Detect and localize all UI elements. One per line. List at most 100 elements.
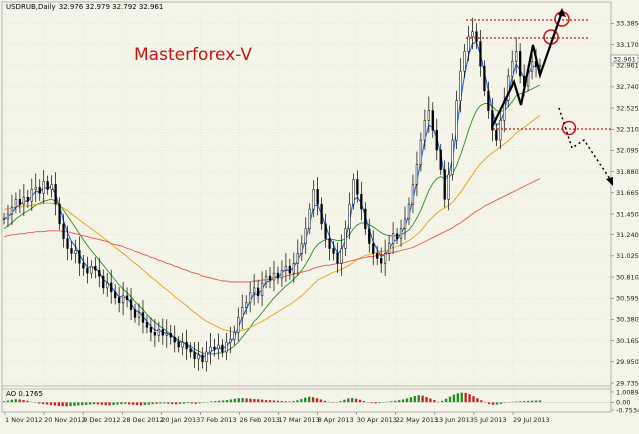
current-price-box [610,54,639,64]
watermark-text: Masterforex-V [134,45,252,65]
candle-body [161,329,164,336]
ao-bar [304,397,307,403]
candle-body [380,258,383,264]
candle-body [475,31,478,42]
candle-body [106,282,109,289]
ao-bar [409,397,413,403]
candle-body [82,263,85,269]
ao-bar [104,402,107,406]
ao-histogram [2,392,611,407]
x-tick-label: 7 Feb 2013 [200,416,236,424]
ao-bar [174,402,178,405]
ao-bar [421,395,424,403]
candle-body [58,203,61,225]
ao-bar [280,401,283,403]
ao-tick-label: 0.00 [616,399,630,407]
ao-bar [92,402,96,405]
y-tick-label: 32.740 [616,83,639,91]
series-line-ma-green [3,84,541,355]
ao-bar [288,401,291,403]
candle-body [376,253,379,259]
candle-body [18,198,22,205]
candle-body [455,100,458,141]
ao-bar [147,402,150,405]
candle-body [145,322,149,328]
y-tick-label: 31.665 [616,189,639,197]
ao-bar [163,402,166,404]
candle-body [252,287,256,294]
ao-bar [468,394,471,403]
ao-bar [135,402,139,406]
ao-bar [339,401,342,403]
y-tick-label: 30.165 [616,337,639,345]
y-tick-label: 31.880 [616,168,639,176]
candle-body [42,181,45,194]
candle-body [459,70,462,101]
candle-body [229,338,232,343]
candle-body [46,181,49,190]
ao-bar [268,400,272,403]
ao-bar [511,401,514,403]
candle-body [157,329,160,336]
candle-body [256,287,260,297]
x-tick-label: 9 Dec 2012 [83,416,120,424]
ao-bar [495,402,499,405]
ao-bar [448,396,452,403]
ao-bar [186,402,190,404]
ao-bar [327,401,330,403]
candle-body [14,198,18,208]
y-tick-label: 30.380 [616,316,639,324]
ao-bar [257,399,260,403]
candle-body [435,129,438,151]
y-tick-label: 33.170 [616,41,639,49]
ao-bar [182,402,186,404]
candle-body [487,90,490,111]
candle-body [316,189,319,205]
candle-body [499,120,502,141]
candle-body [308,208,311,230]
ao-bar [362,401,366,403]
candle-body [189,348,192,353]
ao-tick-label: -0.7534 [616,406,639,414]
candle-body [233,332,236,340]
ao-bar [534,400,538,403]
ao-bar [491,402,495,405]
candle-body [519,51,522,77]
ao-bar [417,395,420,403]
target-circle-support [561,120,577,136]
candle-body [264,275,268,284]
candle-body [515,51,518,62]
ao-bar [249,398,252,403]
x-tick-label: 26 Feb 2013 [239,416,279,424]
candle-body [6,213,10,220]
ao-bar [96,402,100,405]
ao-bar [484,402,487,403]
candle-body [137,312,141,318]
ao-bar [300,399,303,403]
candle-body [407,203,411,220]
ao-bar [139,402,143,406]
ao-bar [425,396,428,403]
candle-body [125,295,129,300]
ao-bar [214,401,217,403]
x-tick-label: 30 Apr 2013 [357,416,397,424]
ao-bar [120,402,123,405]
candle-body [114,291,117,299]
symbol-title: USDRUB,Daily 32.976 32.979 32.792 32.961 [6,3,163,11]
ao-bar [194,402,197,404]
ao-bar [84,402,88,405]
candle-body [439,149,442,170]
candle-body [471,31,474,37]
candle-body [30,189,33,202]
x-tick-label: 22 May 2013 [396,416,438,424]
candle-body [221,344,224,353]
ao-bar [253,399,256,403]
moving-averages [3,41,541,359]
ao-bar [476,398,479,403]
candle-body [419,139,423,165]
candle-body [268,275,272,281]
y-tick-label: 29.950 [616,358,639,366]
candle-body [38,187,41,194]
series-line-ma-red [3,178,541,283]
